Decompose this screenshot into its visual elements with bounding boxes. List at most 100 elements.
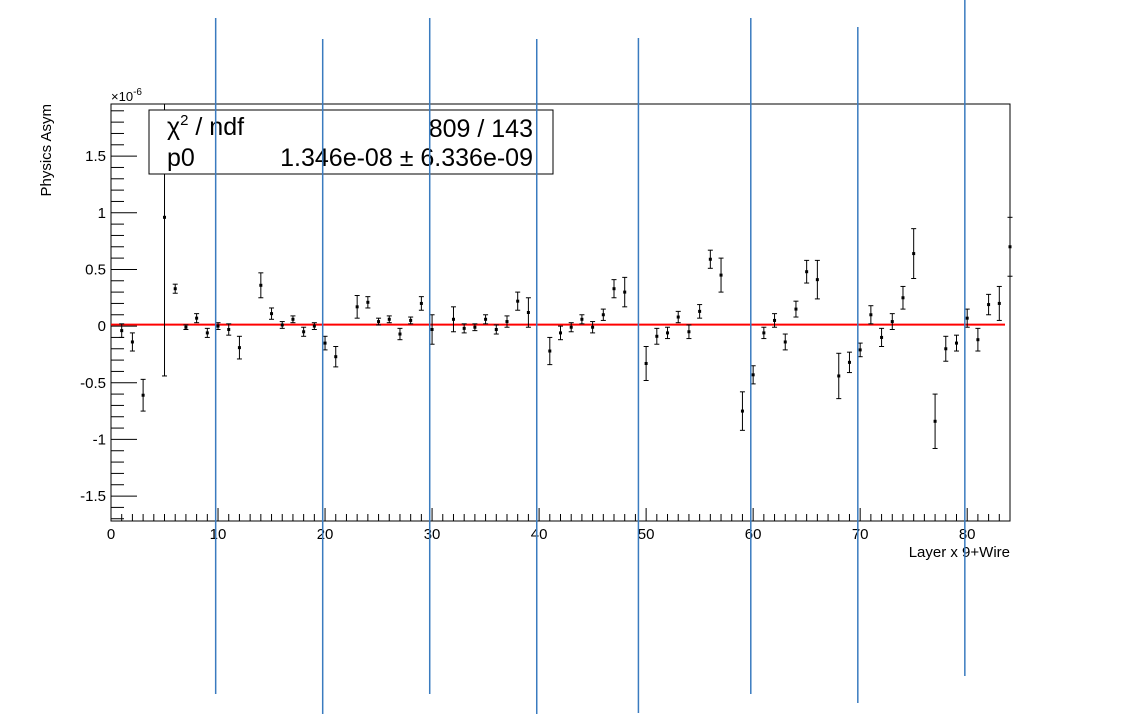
point-marker: [965, 316, 969, 320]
point-marker: [205, 331, 209, 335]
point-marker: [516, 299, 520, 303]
x-tick-label: 30: [424, 526, 441, 543]
point-marker: [815, 278, 819, 282]
point-marker: [141, 393, 145, 397]
point-marker: [559, 331, 562, 335]
data-point: [472, 323, 478, 332]
data-point: [665, 326, 671, 340]
y-tick-label: 1: [98, 205, 106, 222]
point-marker: [676, 315, 680, 319]
point-marker: [163, 215, 167, 219]
point-marker: [259, 283, 263, 287]
data-point: [194, 313, 200, 324]
data-point: [418, 296, 424, 311]
point-marker: [569, 325, 573, 329]
data-point: [290, 315, 296, 324]
data-point: [311, 322, 317, 330]
point-marker: [355, 305, 359, 309]
fit-stats-box: χ2 / ndf 809 / 143 p0 1.346e-08 ± 6.336e…: [148, 109, 554, 175]
data-point: [868, 305, 874, 325]
point-marker: [687, 330, 691, 334]
point-marker: [227, 327, 231, 331]
data-point: [226, 323, 232, 336]
data-point: [836, 352, 842, 400]
data-point: [782, 333, 788, 351]
point-marker: [805, 270, 809, 274]
data-point: [600, 308, 606, 321]
data-point: [236, 335, 242, 360]
point-marker: [773, 318, 777, 322]
point-marker: [719, 273, 723, 277]
point-marker: [762, 331, 766, 335]
data-point: [258, 272, 264, 299]
point-marker: [901, 296, 905, 300]
point-marker: [837, 374, 841, 378]
point-marker: [312, 324, 316, 328]
point-marker: [890, 320, 894, 324]
data-point: [354, 295, 360, 319]
point-marker: [419, 301, 423, 305]
data-point: [408, 316, 414, 325]
point-marker: [987, 303, 991, 307]
point-marker: [377, 320, 381, 324]
vertical-marker-layer: [214, 0, 966, 714]
x-tick-label: 40: [531, 526, 548, 543]
data-point: [975, 327, 981, 352]
point-marker: [173, 287, 177, 291]
point-marker: [644, 361, 648, 365]
data-point: [558, 325, 563, 341]
data-point: [397, 327, 403, 341]
data-point: [461, 323, 467, 334]
data-point: [504, 315, 510, 328]
data-point: [943, 335, 949, 362]
data-point: [932, 393, 938, 449]
stats-chi2-label: χ2 / ndf: [167, 112, 244, 141]
point-marker: [912, 252, 916, 256]
x-tick-label: 50: [638, 526, 655, 543]
point-marker: [216, 324, 220, 328]
data-point: [269, 307, 275, 320]
x-tick-label: 10: [210, 526, 227, 543]
point-marker: [323, 341, 327, 345]
stats-param-label: p0: [167, 144, 195, 172]
point-marker: [430, 327, 434, 331]
data-point: [279, 321, 285, 329]
data-point: [483, 314, 489, 325]
y-tick-label: -1.5: [80, 488, 106, 505]
point-marker: [494, 327, 498, 331]
data-point: [643, 345, 649, 381]
data-point: [365, 296, 371, 309]
data-point: [879, 327, 885, 347]
point-marker: [847, 360, 851, 364]
x-tick-label: 60: [745, 526, 762, 543]
data-point: [140, 378, 146, 412]
data-point: [172, 283, 178, 294]
data-point: [900, 285, 906, 310]
y-tick-label: -0.5: [80, 375, 106, 392]
data-point: [686, 324, 692, 340]
point-marker: [933, 419, 937, 423]
data-point: [386, 315, 392, 324]
y-tick-label: 1.5: [85, 148, 106, 165]
point-marker: [751, 373, 755, 377]
data-point: [654, 327, 660, 345]
data-point: [889, 313, 895, 330]
point-marker: [398, 332, 402, 336]
data-point: [707, 249, 713, 269]
data-point: [846, 351, 852, 374]
data-point: [814, 259, 820, 300]
point-marker: [740, 409, 744, 413]
data-point: [590, 321, 596, 334]
point-marker: [120, 329, 124, 333]
x-tick-label: 20: [317, 526, 334, 543]
point-marker: [526, 311, 530, 314]
point-marker: [270, 312, 274, 316]
data-point: [622, 276, 628, 308]
point-marker: [548, 349, 552, 353]
data-point: [376, 317, 382, 326]
point-marker: [591, 325, 595, 329]
point-marker: [794, 307, 798, 311]
point-marker: [655, 334, 659, 338]
stats-param-value: 1.346e-08 ± 6.336e-09: [280, 144, 533, 172]
point-marker: [623, 290, 627, 294]
